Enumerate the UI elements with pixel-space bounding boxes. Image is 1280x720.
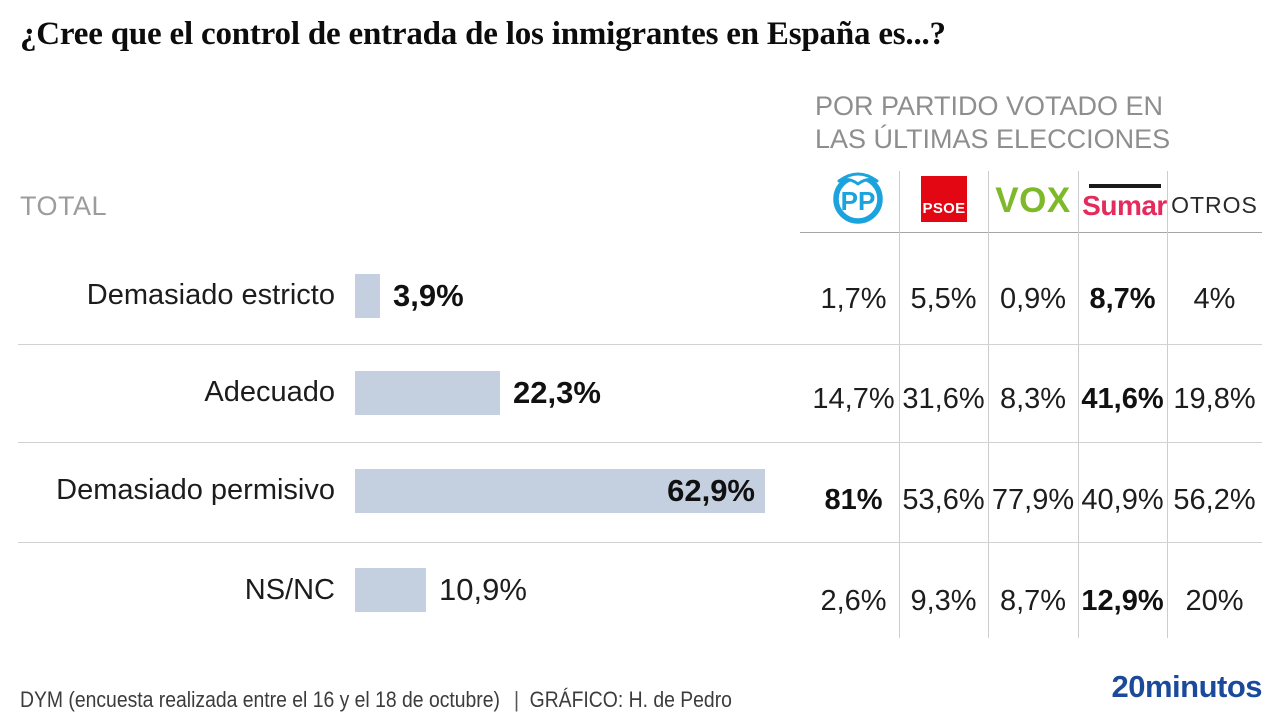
party-table-header: POR PARTIDO VOTADO EN LAS ÚLTIMAS ELECCI… [815,90,1170,156]
table-cell-psoe: 5,5% [910,283,977,315]
table-cell-vox: 8,3% [999,383,1067,415]
psoe-logo-icon: PSOE [921,176,967,222]
bar-track: 10,9% [355,568,527,612]
table-cell-psoe: 9,3% [910,585,977,617]
total-bar [355,274,380,318]
footer-divider: | [514,687,520,712]
total-value: 22,3% [513,375,601,410]
bar-track: 3,9% [355,274,464,318]
table-cell-psoe: 53,6% [902,484,985,516]
row-divider [18,442,1262,443]
table-cell-otros: 20% [1185,585,1244,617]
total-value: 10,9% [439,572,527,607]
table-cell-otros: 4% [1193,283,1236,315]
column-divider [899,171,900,638]
footer-source: DYM (encuesta realizada entre el 16 y el… [20,687,732,713]
total-bar [355,371,500,415]
column-divider [988,171,989,638]
table-cell-pp: 1,7% [820,283,887,315]
pp-logo-text: PP [841,186,876,216]
table-cell-psoe: 31,6% [902,383,985,415]
vox-logo-text: VOX [995,181,1071,220]
table-cell-sumar: 41,6% [1081,383,1164,415]
row-divider [18,542,1262,543]
bar-track: 62,9% [355,469,765,513]
page-title: ¿Cree que el control de entrada de los i… [20,16,946,52]
table-cell-sumar: 8,7% [1089,283,1156,315]
row-label-adecuado: Adecuado [204,376,335,408]
table-cell-sumar: 12,9% [1081,585,1164,617]
total-bar: 62,9% [355,469,765,513]
party-table-header-line2: LAS ÚLTIMAS ELECCIONES [815,124,1171,154]
table-cell-otros: 19,8% [1173,383,1256,415]
table-cell-pp: 2,6% [820,585,887,617]
footer-source-text: DYM (encuesta realizada entre el 16 y el… [20,687,500,712]
row-label-nsnc: NS/NC [244,574,335,606]
vox-logo-icon: VOX [988,180,1078,222]
table-cell-pp: 81% [824,484,883,516]
row-divider [18,344,1262,345]
total-bar [355,568,426,612]
row-label-demasiado-estricto: Demasiado estricto [86,279,335,311]
column-divider [1078,171,1079,638]
sumar-logo-icon: Sumar [1082,184,1167,222]
party-table-header-line1: POR PARTIDO VOTADO EN [815,91,1164,121]
total-column-label: TOTAL [20,191,108,221]
sumar-logo-text: Sumar [1082,190,1167,221]
psoe-logo-text: PSOE [922,200,966,217]
total-value: 62,9% [667,473,755,508]
footer-credit: GRÁFICO: H. de Pedro [529,687,732,712]
otros-column-label: OTROS [1171,191,1258,218]
header-underline [800,232,1262,233]
column-divider [1167,171,1168,638]
table-cell-otros: 56,2% [1173,484,1256,516]
row-label-demasiado-permisivo: Demasiado permisivo [56,474,335,506]
20minutos-logo: 20minutos [1111,669,1262,704]
table-cell-sumar: 40,9% [1081,484,1164,516]
table-cell-pp: 14,7% [812,383,895,415]
sumar-logo-bar [1088,184,1161,188]
pp-logo-icon: PP [829,168,887,226]
table-cell-vox: 8,7% [999,585,1067,617]
bar-track: 22,3% [355,371,601,415]
table-cell-vox: 0,9% [999,283,1067,315]
table-cell-vox: 77,9% [991,484,1075,516]
total-value: 3,9% [393,278,464,313]
